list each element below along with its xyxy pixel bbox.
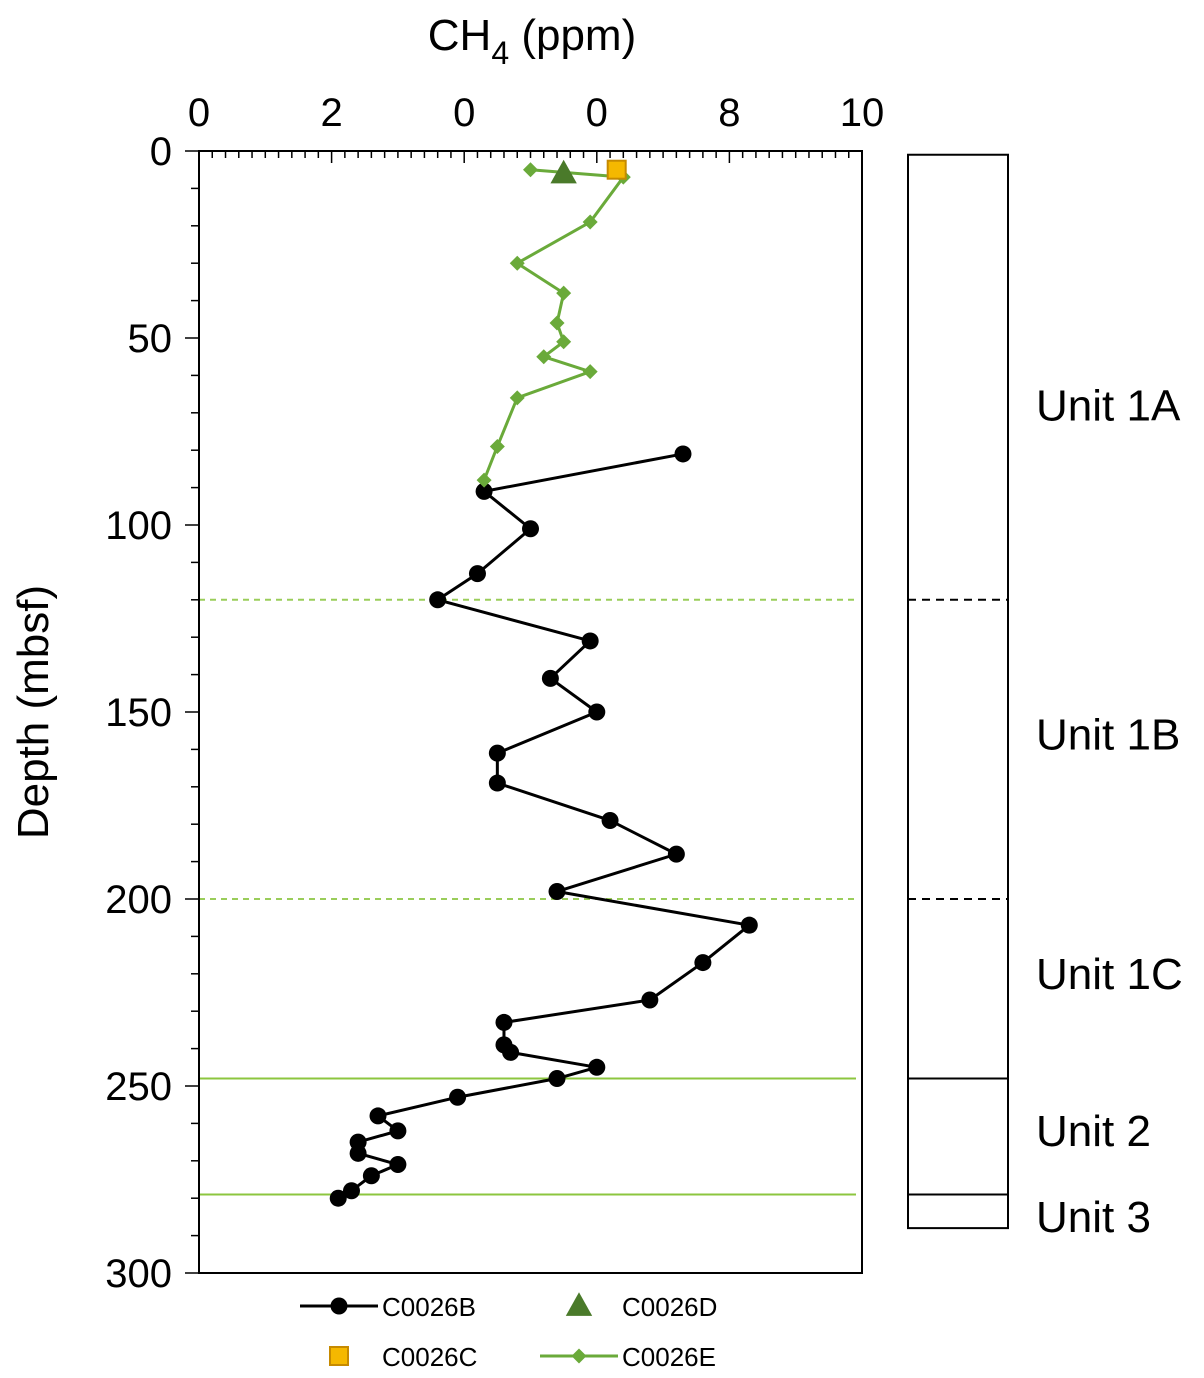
c0026b-point	[588, 1058, 606, 1076]
c0026e-point	[489, 438, 505, 454]
reference-lines	[199, 598, 856, 1196]
x-tick-label: 10	[840, 91, 885, 135]
legend-marker-c0026c	[329, 1346, 349, 1366]
c0026b-point	[389, 1122, 407, 1140]
c0026c-point	[606, 159, 627, 180]
c0026b-point	[588, 703, 606, 721]
c0026b-point	[429, 591, 447, 609]
c0026b-point	[468, 565, 486, 583]
c0026b-point	[548, 1070, 566, 1088]
series-c0026e	[476, 162, 631, 488]
c0026b-point	[362, 1167, 380, 1185]
y-tick-label: 50	[128, 317, 173, 361]
c0026b-point	[488, 774, 506, 792]
c0026b-point	[740, 916, 758, 934]
c0026b-point	[342, 1182, 360, 1200]
c0026b-point	[548, 883, 566, 901]
legend-item-c0026e: C0026E	[540, 1342, 716, 1372]
unit-label-unit-1c: Unit 1C	[1036, 950, 1183, 999]
c0026b-point	[674, 445, 692, 463]
c0026b-point	[522, 520, 539, 538]
y-tick-label: 300	[105, 1252, 172, 1296]
c0026b-point	[369, 1107, 387, 1125]
c0026e-point	[476, 472, 492, 488]
legend-label-c0026c: C0026C	[382, 1342, 477, 1372]
c0026b-point	[488, 744, 506, 762]
c0026d-point	[550, 159, 577, 184]
x-axis: 0 2 0 0 8 10	[188, 91, 884, 163]
c0026b-point	[641, 991, 659, 1009]
y-tick-label: 200	[105, 878, 172, 922]
c0026e-point	[582, 214, 598, 230]
legend-item-c0026b: C0026B	[300, 1292, 476, 1322]
unit-label-unit-3: Unit 3	[1036, 1193, 1151, 1242]
legend-item-c0026c: C0026C	[329, 1342, 477, 1372]
plot-frame	[198, 150, 863, 1274]
c0026e-point	[536, 349, 552, 365]
x-tick-label: 0	[586, 91, 608, 135]
c0026b-point	[581, 632, 599, 650]
c0026e-point	[509, 390, 525, 406]
c0026e-point	[549, 315, 565, 331]
unit-label-unit-2: Unit 2	[1036, 1107, 1151, 1156]
x-axis-title: CH4 (ppm)	[428, 11, 636, 71]
series-layer	[329, 159, 758, 1207]
c0026e-point	[582, 364, 598, 380]
c0026b-point	[667, 845, 685, 863]
legend: C0026B C0026D C0026C C0026E	[300, 1292, 717, 1372]
y-axis-title: Depth (mbsf)	[9, 585, 58, 839]
x-tick-label: 8	[718, 91, 740, 135]
c0026b-point	[601, 811, 619, 829]
x-tick-label: 2	[320, 91, 342, 135]
lithology-box	[907, 153, 1009, 1230]
legend-label-c0026b: C0026B	[382, 1292, 476, 1322]
legend-label-c0026e: C0026E	[622, 1342, 716, 1372]
c0026b-point	[541, 669, 559, 687]
x-tick-label: 0	[188, 91, 210, 135]
y-tick-label: 100	[105, 504, 172, 548]
legend-marker-c0026b	[330, 1297, 348, 1315]
c0026e-point	[556, 285, 572, 301]
x-tick-label: 0	[453, 91, 475, 135]
legend-item-c0026d: C0026D	[565, 1292, 717, 1322]
series-c0026d	[550, 159, 577, 184]
c0026b-point	[449, 1088, 467, 1106]
c0026b-point	[329, 1189, 347, 1207]
y-tick-label: 250	[105, 1065, 172, 1109]
c0026b-point	[475, 482, 493, 500]
legend-marker-c0026d	[565, 1292, 593, 1316]
lithology-column: Unit 1A Unit 1B Unit 1C Unit 2 Unit 3	[907, 153, 1183, 1242]
c0026e-point	[509, 255, 525, 271]
c0026e-point	[556, 334, 572, 350]
series-c0026b	[329, 445, 758, 1207]
y-tick-label: 150	[105, 691, 172, 735]
c0026b-point	[389, 1156, 407, 1174]
legend-label-c0026d: C0026D	[622, 1292, 717, 1322]
series-c0026c	[606, 159, 627, 180]
c0026b-point	[502, 1043, 520, 1061]
c0026b-point	[495, 1013, 513, 1031]
c0026b-point	[349, 1144, 367, 1162]
c0026e-point	[523, 162, 538, 178]
c0026b-line	[337, 452, 751, 1200]
legend-marker-c0026e	[571, 1348, 587, 1364]
y-axis: 0 50 100 150 200 250 300	[105, 130, 199, 1296]
unit-label-unit-1b: Unit 1B	[1036, 710, 1180, 759]
unit-label-unit-1a: Unit 1A	[1036, 381, 1181, 430]
plot-border	[198, 150, 863, 1274]
c0026e-line	[482, 168, 625, 481]
c0026b-point	[694, 954, 712, 972]
y-tick-label: 0	[150, 130, 172, 174]
